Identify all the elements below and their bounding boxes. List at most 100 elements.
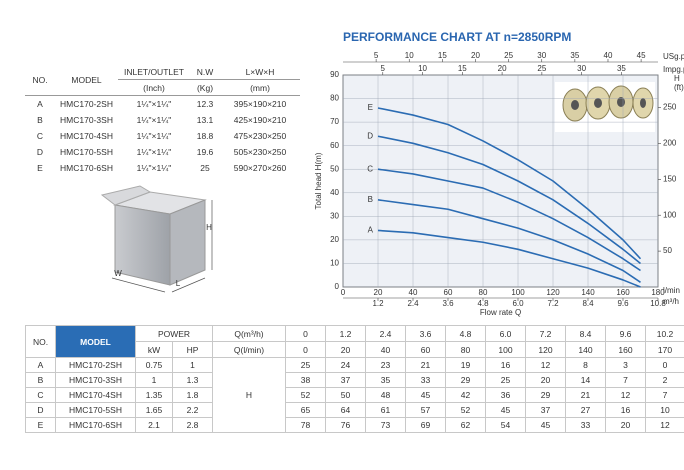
table-cell: 1¼"×1¼" bbox=[136, 131, 172, 141]
header-cell: NO. bbox=[25, 325, 56, 358]
table-cell: 505×230×250 bbox=[233, 147, 287, 157]
header-cell: POWER bbox=[135, 325, 213, 342]
series-line bbox=[377, 168, 641, 272]
table-cell: 0 bbox=[645, 357, 684, 373]
table-cell: 65 bbox=[285, 402, 326, 418]
table-cell: E bbox=[25, 417, 56, 433]
top-tick-label: 25 bbox=[504, 51, 513, 60]
x2-tick-label: 2.4 bbox=[407, 299, 419, 308]
table-cell: A bbox=[37, 99, 43, 109]
table-cell: 23 bbox=[365, 357, 406, 373]
table-cell: 48 bbox=[365, 387, 406, 403]
table-cell: B bbox=[25, 372, 56, 388]
header-cell: 9.6 bbox=[605, 325, 646, 342]
y-axis-title: Total head H(m) bbox=[314, 152, 323, 209]
header-cell: MODEL bbox=[55, 64, 118, 96]
table-cell: 73 bbox=[365, 417, 406, 433]
top-tick-label: 25 bbox=[537, 64, 546, 73]
table-cell: 1 bbox=[135, 372, 173, 388]
table-cell: 25 bbox=[485, 372, 526, 388]
table-row: A HMC170-2SH 1¼"×1¼" 12.3 395×190×210 bbox=[25, 96, 300, 113]
y-tick-label: 20 bbox=[330, 235, 339, 244]
table-cell: 1¼"×1¼" bbox=[136, 99, 172, 109]
table-cell: HMC170-2SH bbox=[55, 357, 136, 373]
series-label: D bbox=[367, 131, 373, 140]
top-tick-label: 40 bbox=[604, 51, 613, 60]
y2-tick-label: 200 bbox=[663, 139, 677, 148]
header-cell: 1.2 bbox=[325, 325, 366, 342]
top-tick-label: 35 bbox=[617, 64, 626, 73]
header-cell: (Inch) bbox=[118, 79, 190, 96]
header-cell: NO. bbox=[25, 64, 55, 96]
header-cell: 4.8 bbox=[445, 325, 486, 342]
table-cell: 61 bbox=[365, 402, 406, 418]
table-cell: 1.65 bbox=[135, 402, 173, 418]
table-cell: 1.8 bbox=[172, 387, 213, 403]
table-cell: 21 bbox=[565, 387, 606, 403]
table-cell: 33 bbox=[405, 372, 446, 388]
table-cell: 19.6 bbox=[196, 147, 214, 157]
table-cell: 1¼"×1¼" bbox=[136, 147, 172, 157]
table-cell: 42 bbox=[445, 387, 486, 403]
box-label: H bbox=[206, 223, 212, 232]
table-cell: 78 bbox=[285, 417, 326, 433]
header-cell: 20 bbox=[325, 341, 366, 358]
table-cell: HMC170-6SH bbox=[60, 163, 113, 173]
y-tick-label: 80 bbox=[330, 94, 339, 103]
table-cell: D bbox=[36, 147, 44, 157]
table-row: D HMC170-5SH 1¼"×1¼" 19.6 505×230×250 bbox=[25, 144, 300, 160]
table-cell: 69 bbox=[405, 417, 446, 433]
table-cell: 62 bbox=[445, 417, 486, 433]
table-cell: 3 bbox=[605, 357, 646, 373]
x2-tick-label: 3.6 bbox=[442, 299, 454, 308]
x2-tick-label: 6.0 bbox=[512, 299, 524, 308]
x-unit: l/min bbox=[663, 286, 680, 295]
table-cell: E bbox=[37, 163, 43, 173]
top-tick-label: 10 bbox=[418, 64, 427, 73]
header-cell: 80 bbox=[445, 341, 486, 358]
header-cell: INLET/OUTLET bbox=[118, 64, 190, 80]
table-row: D HMC170-5SH 1.65 2.2 65 64 61 57 52 45 37 27 16 10 bbox=[25, 402, 684, 418]
header-cell: 0 bbox=[285, 341, 326, 358]
top-tick-label: 30 bbox=[537, 51, 546, 60]
top-tick-label: 10 bbox=[405, 51, 414, 60]
header-cell: 8.4 bbox=[565, 325, 606, 342]
series-label: A bbox=[368, 226, 374, 235]
header-cell: 7.2 bbox=[525, 325, 566, 342]
header-cell: 60 bbox=[405, 341, 446, 358]
top-tick-label: 20 bbox=[471, 51, 480, 60]
x-tick-label: 60 bbox=[444, 288, 453, 297]
header-row: NO. MODEL INLET/OUTLET N.W L×W×H bbox=[25, 64, 300, 96]
table-cell: 12.3 bbox=[196, 99, 214, 109]
header-cell: N.W bbox=[190, 64, 220, 80]
header-cell: MODEL bbox=[55, 325, 136, 358]
header-cell: Q(l/min) bbox=[212, 341, 286, 358]
table-cell: 25 bbox=[200, 163, 210, 173]
series-line bbox=[377, 107, 642, 260]
top-tick-label: 30 bbox=[577, 64, 586, 73]
table-cell: 2.8 bbox=[172, 417, 213, 433]
table-cell: 25 bbox=[285, 357, 326, 373]
table-cell: 2.2 bbox=[172, 402, 213, 418]
table-cell: 76 bbox=[325, 417, 366, 433]
table-cell: D bbox=[25, 402, 56, 418]
y-tick-label: 70 bbox=[330, 117, 339, 126]
series-line bbox=[377, 199, 641, 283]
table-cell: 475×230×250 bbox=[233, 131, 287, 141]
table-cell: 16 bbox=[605, 402, 646, 418]
table-cell: 20 bbox=[525, 372, 566, 388]
table-cell: 24 bbox=[325, 357, 366, 373]
table-cell: 590×270×260 bbox=[233, 163, 287, 173]
header-cell: 140 bbox=[565, 341, 606, 358]
header-cell: HP bbox=[172, 341, 213, 358]
table-row: B HMC170-3SH 1¼"×1¼" 13.1 425×190×210 bbox=[25, 112, 300, 128]
y2-axis-title: (ft) bbox=[674, 83, 684, 92]
box-label: W bbox=[114, 269, 122, 278]
table-row: C HMC170-4SH 1¼"×1¼" 18.8 475×230×250 bbox=[25, 128, 300, 144]
table-cell: B bbox=[37, 115, 43, 125]
box-drawing bbox=[100, 185, 213, 293]
y-tick-label: 90 bbox=[330, 70, 339, 79]
table-cell: HMC170-4SH bbox=[55, 387, 136, 403]
table-cell: 45 bbox=[525, 417, 566, 433]
